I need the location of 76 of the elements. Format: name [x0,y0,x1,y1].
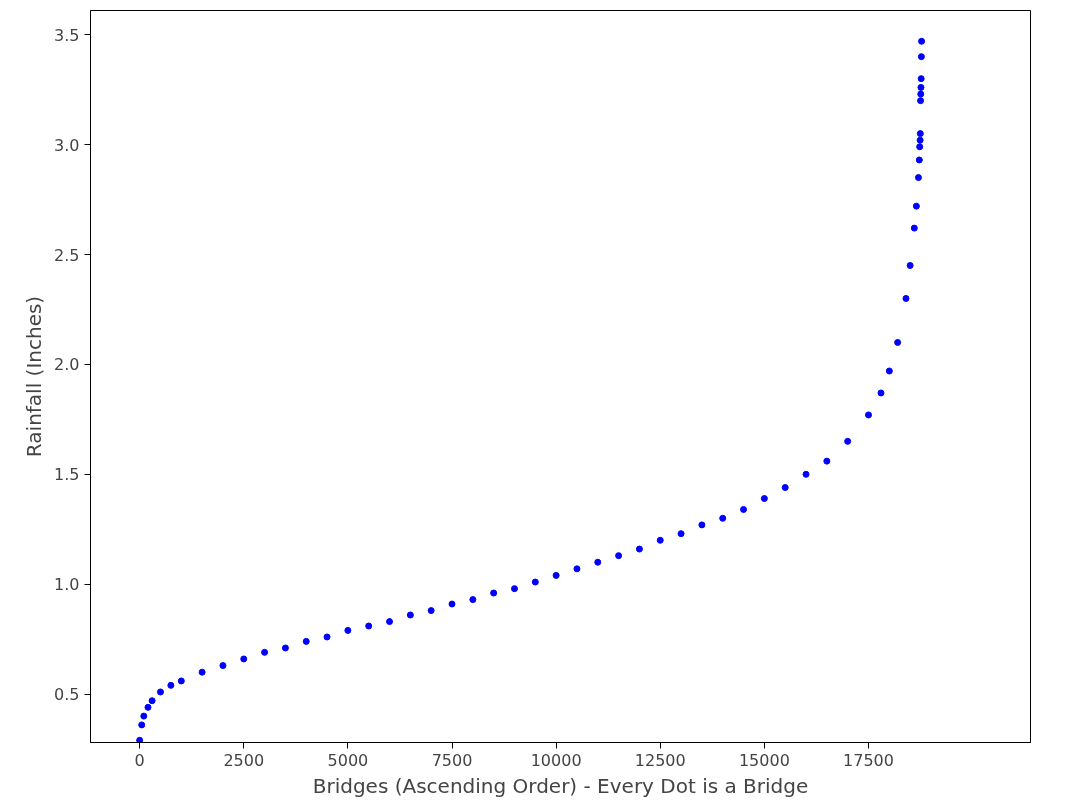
point [177,677,185,685]
point [740,506,748,513]
point [698,521,706,529]
point [916,143,924,151]
point [219,662,227,670]
y-tick-label: 1.5 [54,465,80,485]
y-tick-label: 2.5 [54,245,80,265]
point [573,565,581,573]
point [902,294,910,302]
y-tick-label: 2.0 [54,355,80,375]
x-tick-label: 15000 [738,750,790,770]
point [140,712,148,720]
point [906,262,914,269]
x-axis-title: Bridges (Ascending Order) - Every Dot is a Bridge [312,773,809,798]
point [406,611,414,619]
y-tick-label: 0.5 [54,685,80,705]
point [531,578,539,586]
point [552,571,560,579]
point [144,703,152,711]
point [344,626,352,634]
x-tick-label: 7500 [431,750,473,770]
point [719,514,727,522]
point [802,470,810,478]
point [823,457,831,465]
x-tick-label: 5000 [327,750,369,770]
point [635,545,643,553]
x-tick-label: 12500 [634,750,686,770]
x-tick-label: 2500 [223,750,265,770]
point [594,558,602,566]
point [261,648,269,656]
point [386,618,394,626]
point [136,736,144,743]
point [910,224,918,232]
point [915,156,923,164]
point [917,83,925,91]
point [240,655,248,663]
point [914,174,922,182]
x-tick-label: 10000 [530,750,582,770]
point [490,589,498,597]
point [323,633,331,641]
point [917,75,925,83]
y-tick-label: 3.5 [54,25,80,45]
point [918,37,926,45]
point [138,721,146,729]
point [894,338,902,346]
point [844,437,852,445]
y-tick-label: 1.0 [54,575,80,595]
point [156,688,164,696]
point [917,97,925,105]
point [365,622,373,630]
point [917,53,925,61]
point [167,681,175,689]
point [448,600,456,608]
point [677,530,685,538]
point [885,367,893,375]
point [917,90,925,98]
y-tick-label: 3.0 [54,135,80,155]
x-tick-label: 0 [134,750,145,770]
point [281,644,289,652]
point [760,495,768,502]
y-axis-title: Rainfall (Inches) [22,295,47,458]
point [656,536,664,544]
point [916,130,924,138]
point [148,697,156,705]
point [469,596,477,604]
point [427,607,435,615]
x-tick-label: 17500 [843,750,894,770]
point [302,637,310,645]
point [864,411,872,419]
point [912,202,920,210]
point [781,484,789,491]
point [916,136,924,144]
point [198,668,206,676]
point [615,552,623,560]
point [877,389,885,397]
point [510,585,518,593]
